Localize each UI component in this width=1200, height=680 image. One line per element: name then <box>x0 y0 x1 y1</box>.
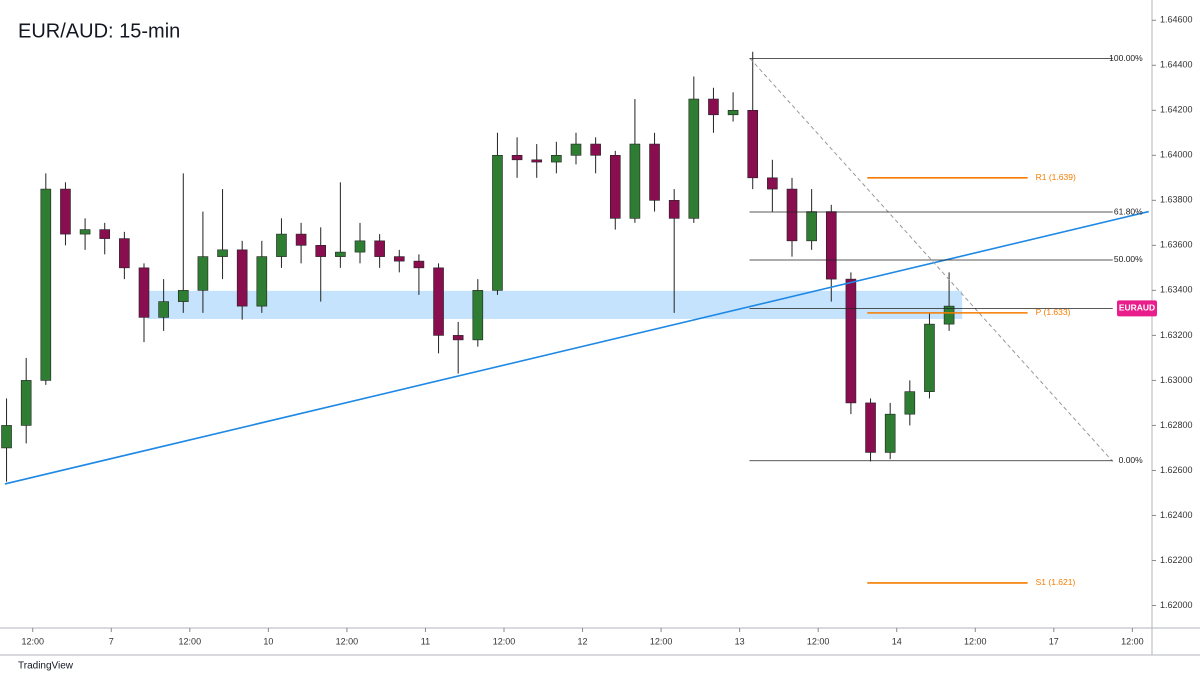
candle-body <box>138 267 150 318</box>
x-tick-label: 11 <box>421 636 430 646</box>
candle-body <box>472 290 484 341</box>
fib-label: 0.00% <box>1119 455 1144 465</box>
symbol-badge <box>1117 300 1157 317</box>
branding: TradingView <box>18 661 74 672</box>
fib-diagonal <box>749 58 1114 462</box>
x-tick-label: 17 <box>1049 636 1059 646</box>
candle-body <box>295 233 307 246</box>
candle-body <box>276 233 287 257</box>
y-tick-label: 1.64400 <box>1160 60 1193 70</box>
candle-body <box>60 188 71 235</box>
x-tick-label: 13 <box>735 636 745 646</box>
candle-body <box>374 240 385 257</box>
candle-body <box>119 238 130 269</box>
x-tick-label: 12:00 <box>650 636 673 646</box>
candle-body <box>354 240 366 253</box>
candle-body <box>570 143 582 156</box>
candle-body <box>315 245 327 257</box>
y-tick-label: 1.62200 <box>1160 555 1193 565</box>
candle-body <box>786 188 798 242</box>
y-tick-label: 1.63600 <box>1160 240 1193 250</box>
candle-body <box>688 98 700 219</box>
candle-body <box>511 155 523 161</box>
candle-body <box>708 98 719 116</box>
fib-label: 50.00% <box>1114 254 1143 264</box>
y-tick-label: 1.63400 <box>1160 285 1193 295</box>
trendline <box>4 210 1149 485</box>
candle-body <box>767 177 778 190</box>
candle-body <box>492 155 503 291</box>
candle-body <box>197 256 209 291</box>
candle-body <box>943 305 955 325</box>
candle-body <box>20 380 32 426</box>
pivot-label: P (1.633) <box>1036 307 1071 317</box>
chart-title: EUR/AUD: 15-min <box>18 20 180 42</box>
x-tick-label: 10 <box>263 636 273 646</box>
candle-body <box>609 155 621 219</box>
candle-body <box>806 211 817 242</box>
x-tick-label: 7 <box>109 636 114 646</box>
candle-body <box>433 267 444 336</box>
candle-body <box>924 323 935 392</box>
candle-body <box>727 109 739 116</box>
x-tick-label: 12:00 <box>179 636 202 646</box>
candle-body <box>1 425 12 449</box>
candle-body <box>668 200 680 219</box>
candle-body <box>217 249 228 257</box>
x-tick-label: 12 <box>578 636 588 646</box>
candle-body <box>158 301 169 318</box>
candle-body <box>865 402 876 453</box>
candle-body <box>649 143 660 201</box>
pivot-label: R1 (1.639) <box>1036 172 1076 182</box>
y-tick-label: 1.62400 <box>1160 510 1193 520</box>
y-tick-label: 1.63000 <box>1160 375 1193 385</box>
candle-body <box>904 391 916 415</box>
support-zone <box>147 290 963 319</box>
x-tick-label: 12:00 <box>493 636 516 646</box>
fib-label: 61.80% <box>1114 206 1143 216</box>
candle-body <box>590 143 601 156</box>
candle-body <box>99 229 111 239</box>
candle-body <box>79 229 91 235</box>
y-tick-label: 1.62800 <box>1160 420 1193 430</box>
y-tick-label: 1.64600 <box>1160 15 1193 25</box>
y-tick-label: 1.63800 <box>1160 195 1193 205</box>
x-tick-label: 12:00 <box>964 636 987 646</box>
y-tick-label: 1.62600 <box>1160 465 1193 475</box>
y-tick-label: 1.64000 <box>1160 150 1193 160</box>
candle-body <box>551 155 562 163</box>
x-tick-label: 12:00 <box>1121 636 1144 646</box>
y-tick-label: 1.63200 <box>1160 330 1193 340</box>
y-tick-label: 1.62000 <box>1160 600 1193 610</box>
x-tick-label: 14 <box>892 636 902 646</box>
candle-body <box>884 413 896 453</box>
candle-body <box>747 109 759 179</box>
symbol-label: EURAUD <box>1119 303 1155 313</box>
x-tick-label: 12:00 <box>336 636 359 646</box>
candle-body <box>40 188 52 381</box>
x-tick-label: 12:00 <box>807 636 830 646</box>
fib-label: 100.00% <box>1109 53 1143 63</box>
candle-body <box>629 143 641 219</box>
candle-body <box>335 251 346 257</box>
candle-body <box>393 256 405 262</box>
candle-body <box>452 335 464 341</box>
candle-body <box>177 290 189 302</box>
candle-body <box>531 159 543 163</box>
candle-body <box>413 260 425 269</box>
candle-body <box>825 211 837 280</box>
pivot-label: S1 (1.621) <box>1036 577 1076 587</box>
candle-body <box>845 278 857 404</box>
y-tick-label: 1.64200 <box>1160 105 1193 115</box>
candle-body <box>256 256 268 307</box>
x-tick-label: 12:00 <box>21 636 44 646</box>
candle-body <box>236 249 248 307</box>
